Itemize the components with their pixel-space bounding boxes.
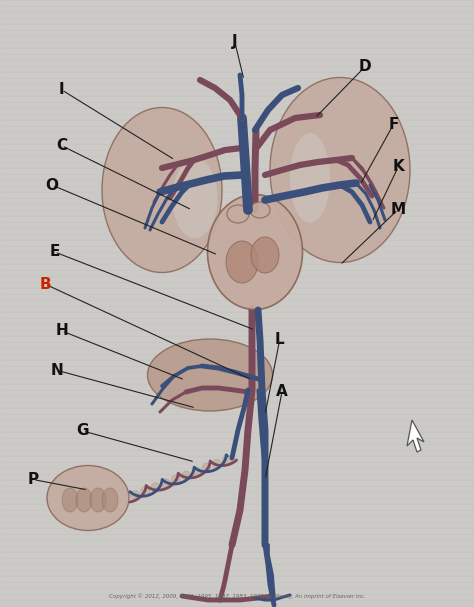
Ellipse shape	[173, 158, 218, 238]
Text: I: I	[59, 83, 64, 97]
Text: F: F	[388, 117, 399, 132]
Ellipse shape	[151, 483, 160, 492]
Text: O: O	[46, 178, 59, 192]
Ellipse shape	[251, 237, 279, 273]
Text: Copyright © 2012, 2009, 2001, 1995, 1987, 1983, 1978 by Mosby, An imprint of Els: Copyright © 2012, 2009, 2001, 1995, 1987…	[109, 593, 365, 599]
Ellipse shape	[47, 466, 129, 531]
Ellipse shape	[102, 107, 222, 273]
Text: K: K	[392, 160, 404, 174]
Ellipse shape	[182, 471, 191, 480]
Ellipse shape	[161, 479, 170, 488]
Ellipse shape	[147, 339, 273, 411]
Ellipse shape	[226, 241, 258, 283]
Ellipse shape	[202, 463, 211, 472]
Text: P: P	[27, 472, 39, 487]
Ellipse shape	[290, 133, 330, 223]
Ellipse shape	[222, 455, 231, 464]
Ellipse shape	[141, 487, 150, 496]
Text: H: H	[55, 324, 68, 338]
Ellipse shape	[250, 202, 270, 218]
Ellipse shape	[172, 475, 181, 484]
Text: N: N	[51, 363, 63, 378]
Ellipse shape	[208, 194, 302, 310]
Text: J: J	[232, 34, 237, 49]
Ellipse shape	[102, 488, 118, 512]
Text: D: D	[359, 59, 371, 74]
Ellipse shape	[192, 467, 201, 476]
Text: C: C	[56, 138, 67, 153]
Text: E: E	[49, 245, 60, 259]
Ellipse shape	[270, 78, 410, 262]
Text: G: G	[77, 424, 89, 438]
Text: B: B	[39, 277, 51, 291]
Text: M: M	[391, 202, 406, 217]
Ellipse shape	[212, 459, 221, 469]
Ellipse shape	[227, 205, 249, 223]
Ellipse shape	[90, 488, 106, 512]
Ellipse shape	[62, 488, 78, 512]
Text: L: L	[275, 333, 284, 347]
Ellipse shape	[76, 488, 92, 512]
Text: A: A	[276, 384, 288, 399]
Ellipse shape	[131, 490, 140, 500]
Polygon shape	[407, 420, 424, 452]
